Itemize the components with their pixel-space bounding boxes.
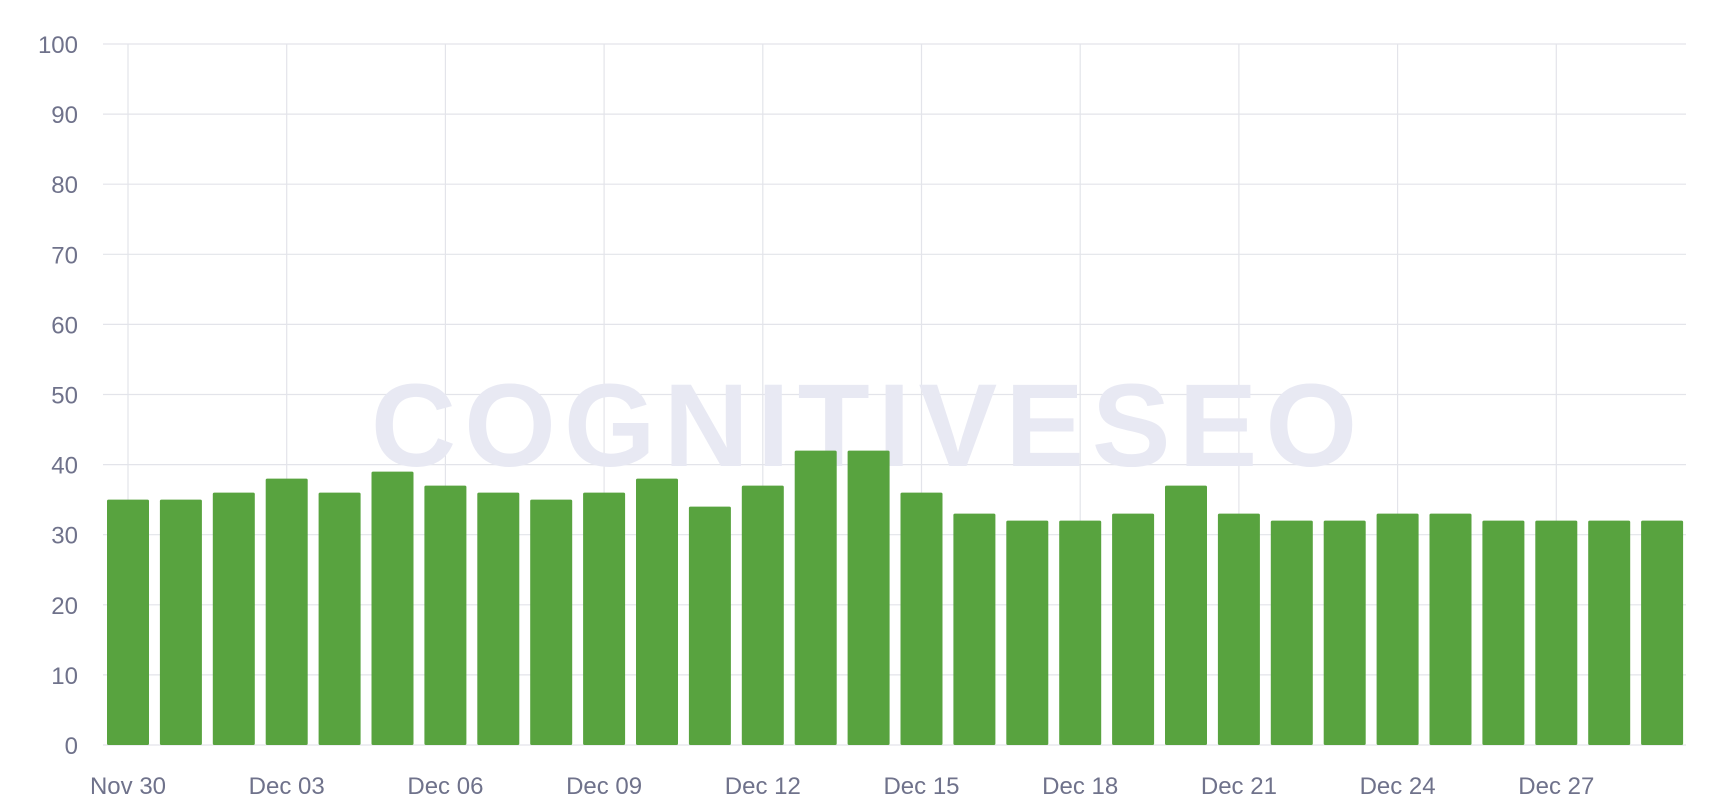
y-tick-label: 30 [51,523,78,550]
x-axis: Nov 30 Dec 03 Dec 06 Dec 09 Dec 12 Dec 15 Dec … [90,773,1594,800]
bar[interactable]: Dec 27: 32 [1535,520,1578,745]
y-tick-label: 90 [51,102,78,129]
bar[interactable]: Dec 06: 37 [424,485,467,745]
x-tick-label: Nov 30 [90,773,166,800]
bar[interactable]: Dec 16: 33 [953,513,996,745]
bar[interactable]: Dec 17: 32 [1006,520,1049,745]
bar[interactable]: Dec 12: 37 [741,485,784,745]
bar[interactable]: Dec 04: 36 [318,492,361,745]
y-tick-label: 80 [51,172,78,199]
x-tick-label: Dec 03 [249,773,325,800]
x-tick-label: Dec 06 [407,773,483,800]
bar[interactable]: Dec 22: 32 [1270,520,1313,745]
bar[interactable]: Dec 15: 36 [900,492,943,745]
y-axis: 0 10 20 30 40 50 60 70 80 90 100 [38,32,78,760]
bar[interactable]: Dec 25: 33 [1429,513,1472,745]
y-tick-label: 50 [51,383,78,410]
bar[interactable]: Dec 09: 36 [583,492,626,745]
x-tick-label: Dec 12 [725,773,801,800]
y-tick-label: 100 [38,32,78,59]
bar[interactable]: Dec 11: 34 [688,506,731,745]
bar[interactable]: Dec 21: 33 [1217,513,1260,745]
bar[interactable]: Dec 18: 32 [1059,520,1102,745]
bar[interactable]: Dec 08: 35 [530,499,573,745]
bar[interactable]: Dec 13: 42 [794,450,837,745]
y-tick-label: 0 [65,733,78,760]
bar[interactable]: Dec 26: 32 [1482,520,1525,745]
bar[interactable]: Dec 14: 42 [847,450,890,745]
y-tick-label: 70 [51,242,78,269]
bar[interactable]: Dec 07: 36 [477,492,520,745]
y-tick-label: 40 [51,453,78,480]
bar[interactable]: Dec 19: 33 [1112,513,1155,745]
x-tick-label: Dec 24 [1360,773,1436,800]
x-tick-label: Dec 15 [883,773,959,800]
y-tick-label: 60 [51,312,78,339]
bar[interactable]: Dec 03: 38 [265,478,308,745]
x-tick-label: Dec 21 [1201,773,1277,800]
bar[interactable]: Dec 02: 36 [212,492,255,745]
bar[interactable]: Nov 30: 35 [107,499,149,745]
bar[interactable]: Dec 05: 39 [371,471,414,745]
x-tick-label: Dec 09 [566,773,642,800]
bar[interactable]: Dec 29: 32 [1641,520,1684,745]
y-tick-label: 10 [51,663,78,690]
x-tick-label: Dec 18 [1042,773,1118,800]
bar[interactable]: Dec 10: 38 [636,478,678,745]
bar[interactable]: Dec 28: 32 [1588,520,1631,745]
x-tick-label: Dec 27 [1518,773,1594,800]
bar[interactable]: Dec 01: 35 [159,499,202,745]
bars: Nov 30: 35Dec 01: 35Dec 02: 36Dec 03: 38… [107,450,1684,745]
bar[interactable]: Dec 23: 32 [1323,520,1366,745]
y-tick-label: 20 [51,593,78,620]
bar[interactable]: Dec 24: 33 [1376,513,1419,745]
bar[interactable]: Dec 20: 37 [1165,485,1207,745]
